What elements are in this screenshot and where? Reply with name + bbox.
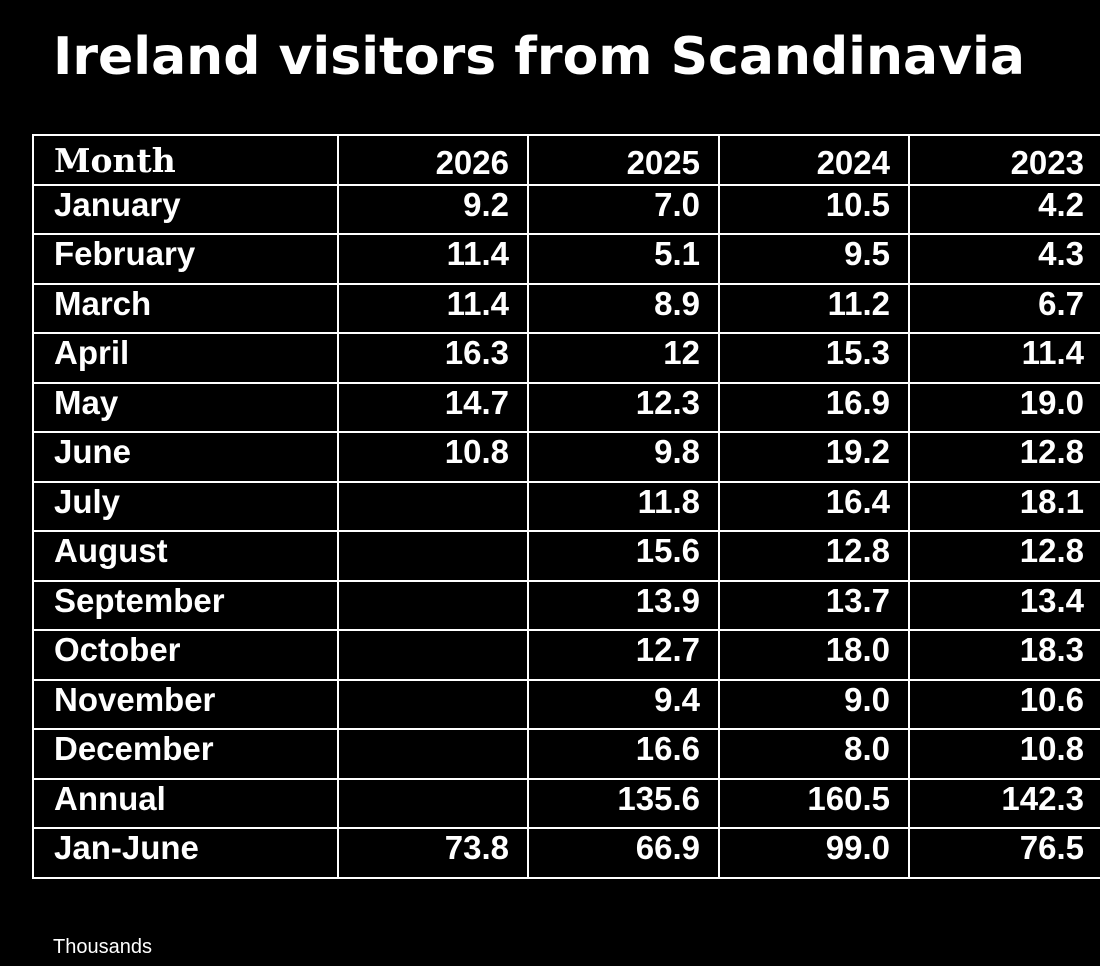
cell-2025: 12.3: [527, 381, 720, 433]
cell-2026: [337, 579, 529, 631]
cell-2026: 9.2: [337, 183, 529, 235]
cell-2024: 19.2: [718, 431, 910, 483]
table-row: July 11.8 16.4 18.1: [32, 480, 1100, 532]
row-label: November: [32, 678, 339, 730]
cell-2024: 99.0: [718, 827, 910, 879]
row-label: June: [32, 431, 339, 483]
row-label: October: [32, 629, 339, 681]
header-2023: 2023: [908, 134, 1100, 186]
chart-title: Ireland visitors from Scandinavia: [53, 27, 1025, 87]
row-label: Annual: [32, 777, 339, 829]
table-row: September 13.9 13.7 13.4: [32, 579, 1100, 631]
cell-2023: 10.8: [908, 728, 1100, 780]
table-row: Annual 135.6 160.5 142.3: [32, 777, 1100, 829]
table-row: June 10.8 9.8 19.2 12.8: [32, 431, 1100, 483]
table-body: January 9.2 7.0 10.5 4.2 February 11.4 5.1 9.5 4.…: [32, 183, 1100, 879]
cell-2024: 9.5: [718, 233, 910, 285]
cell-2026: 10.8: [337, 431, 529, 483]
visitors-table: Month 2026 2025 2024 2023 January 9.2 7.0 1…: [32, 134, 1100, 879]
cell-2025: 12.7: [527, 629, 720, 681]
cell-2026: [337, 480, 529, 532]
cell-2026: 14.7: [337, 381, 529, 433]
row-label: August: [32, 530, 339, 582]
cell-2025: 13.9: [527, 579, 720, 631]
row-label: January: [32, 183, 339, 235]
cell-2023: 12.8: [908, 530, 1100, 582]
cell-2023: 18.1: [908, 480, 1100, 532]
cell-2026: 73.8: [337, 827, 529, 879]
table-row: April 16.3 12 15.3 11.4: [32, 332, 1100, 384]
header-row: Month 2026 2025 2024 2023: [32, 134, 1100, 186]
cell-2023: 10.6: [908, 678, 1100, 730]
row-label: September: [32, 579, 339, 631]
table-row: December 16.6 8.0 10.8: [32, 728, 1100, 780]
cell-2025: 11.8: [527, 480, 720, 532]
cell-2024: 16.9: [718, 381, 910, 433]
table-row: August 15.6 12.8 12.8: [32, 530, 1100, 582]
cell-2024: 9.0: [718, 678, 910, 730]
cell-2026: [337, 728, 529, 780]
cell-2025: 7.0: [527, 183, 720, 235]
cell-2023: 18.3: [908, 629, 1100, 681]
table-row: February 11.4 5.1 9.5 4.3: [32, 233, 1100, 285]
cell-2025: 12: [527, 332, 720, 384]
cell-2023: 19.0: [908, 381, 1100, 433]
cell-2023: 76.5: [908, 827, 1100, 879]
row-label: July: [32, 480, 339, 532]
cell-2025: 8.9: [527, 282, 720, 334]
cell-2024: 10.5: [718, 183, 910, 235]
cell-2026: [337, 530, 529, 582]
table-row: Jan-June 73.8 66.9 99.0 76.5: [32, 827, 1100, 879]
cell-2023: 142.3: [908, 777, 1100, 829]
table-row: May 14.7 12.3 16.9 19.0: [32, 381, 1100, 433]
row-label: December: [32, 728, 339, 780]
cell-2023: 4.2: [908, 183, 1100, 235]
row-label: Jan-June: [32, 827, 339, 879]
cell-2023: 11.4: [908, 332, 1100, 384]
cell-2024: 12.8: [718, 530, 910, 582]
cell-2025: 15.6: [527, 530, 720, 582]
cell-2026: 11.4: [337, 282, 529, 334]
cell-2025: 5.1: [527, 233, 720, 285]
cell-2026: [337, 678, 529, 730]
cell-2024: 18.0: [718, 629, 910, 681]
row-label: February: [32, 233, 339, 285]
table-row: March 11.4 8.9 11.2 6.7: [32, 282, 1100, 334]
unit-footnote: Thousands: [53, 936, 152, 958]
header-2024: 2024: [718, 134, 910, 186]
cell-2025: 66.9: [527, 827, 720, 879]
cell-2023: 6.7: [908, 282, 1100, 334]
table-row: October 12.7 18.0 18.3: [32, 629, 1100, 681]
cell-2026: [337, 629, 529, 681]
cell-2024: 8.0: [718, 728, 910, 780]
header-2026: 2026: [337, 134, 529, 186]
cell-2024: 11.2: [718, 282, 910, 334]
cell-2026: 16.3: [337, 332, 529, 384]
cell-2024: 13.7: [718, 579, 910, 631]
row-label: May: [32, 381, 339, 433]
table-row: November 9.4 9.0 10.6: [32, 678, 1100, 730]
cell-2025: 9.8: [527, 431, 720, 483]
cell-2025: 9.4: [527, 678, 720, 730]
cell-2023: 13.4: [908, 579, 1100, 631]
cell-2024: 16.4: [718, 480, 910, 532]
row-label: April: [32, 332, 339, 384]
header-month: Month: [32, 134, 339, 186]
cell-2025: 135.6: [527, 777, 720, 829]
cell-2024: 15.3: [718, 332, 910, 384]
cell-2026: [337, 777, 529, 829]
row-label: March: [32, 282, 339, 334]
cell-2025: 16.6: [527, 728, 720, 780]
header-2025: 2025: [527, 134, 720, 186]
cell-2024: 160.5: [718, 777, 910, 829]
cell-2023: 12.8: [908, 431, 1100, 483]
cell-2023: 4.3: [908, 233, 1100, 285]
cell-2026: 11.4: [337, 233, 529, 285]
table-row: January 9.2 7.0 10.5 4.2: [32, 183, 1100, 235]
